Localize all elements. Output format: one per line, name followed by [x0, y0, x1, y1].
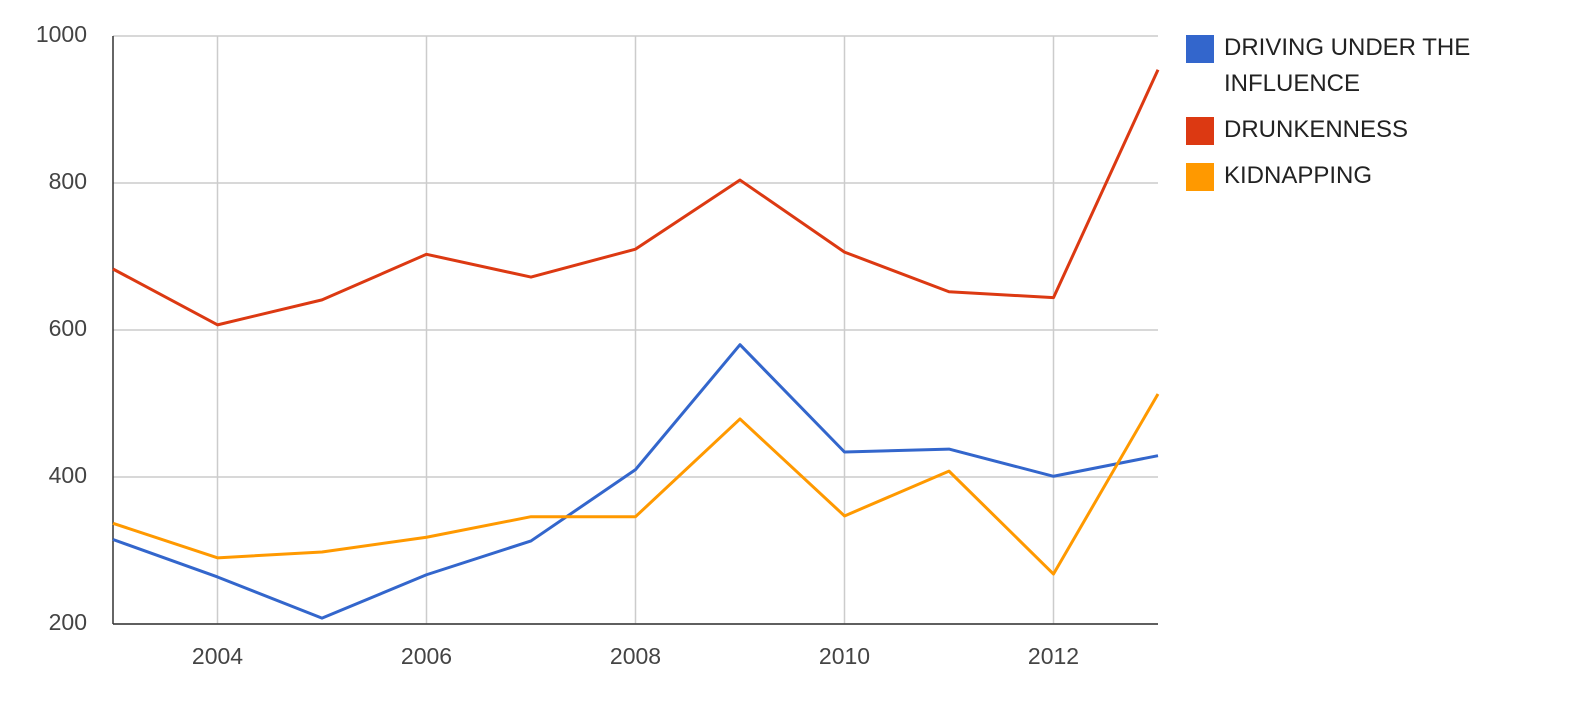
series-line [112, 69, 1160, 327]
x-tick-label: 2008 [610, 643, 661, 669]
legend-label: KIDNAPPING [1224, 162, 1373, 189]
y-tick-label: 400 [49, 462, 87, 488]
legend-swatch [1186, 117, 1214, 145]
y-tick-label: 1000 [36, 21, 87, 47]
legend-label: DRIVING UNDER THE INFLUENCE [1224, 34, 1471, 97]
legend-swatch [1186, 35, 1214, 63]
x-tick-label: 2006 [401, 643, 452, 669]
series-line [112, 393, 1160, 576]
legend-item: KIDNAPPING [1186, 158, 1526, 194]
legend-item: DRIVING UNDER THE INFLUENCE [1186, 30, 1526, 102]
chart: 200 400 600 800 1000 2004 2006 2008 2010 2012 [36, 21, 1160, 669]
y-tick-label: 600 [49, 315, 87, 341]
series-line [112, 343, 1159, 620]
legend: DRIVING UNDER THE INFLUENCE DRUNKENNESS KI… [1186, 30, 1526, 204]
legend-item: DRUNKENNESS [1186, 112, 1526, 148]
x-tick-label: 2010 [819, 643, 870, 669]
x-tick-label: 2012 [1028, 643, 1079, 669]
y-tick-label: 800 [49, 168, 87, 194]
x-tick-label: 2004 [192, 643, 243, 669]
legend-label: DRUNKENNESS [1224, 116, 1409, 143]
y-tick-label: 200 [49, 609, 87, 635]
legend-swatch [1186, 163, 1214, 191]
